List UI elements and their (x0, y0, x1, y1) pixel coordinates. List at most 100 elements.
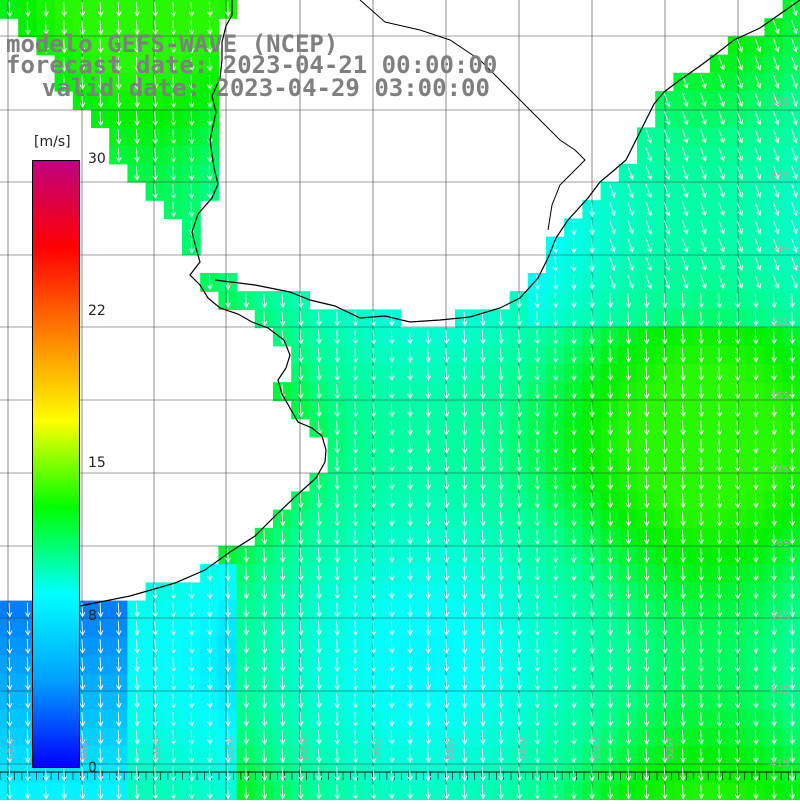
wind-arrow (461, 784, 468, 800)
wind-arrow (698, 657, 705, 673)
wind-arrow (25, 711, 31, 727)
wind-arrow (225, 784, 231, 800)
wind-arrow (407, 748, 413, 764)
wind-arrow (370, 657, 377, 673)
wind-arrow (753, 711, 759, 727)
wind-arrow (298, 693, 304, 709)
wind-arrow (425, 693, 432, 709)
wind-arrow (225, 657, 231, 673)
wind-arrow (534, 602, 541, 618)
wind-arrow (97, 730, 104, 746)
wind-arrow (334, 784, 341, 800)
wind-arrow (425, 384, 432, 400)
wind-arrow (645, 129, 653, 144)
wind-arrow (736, 111, 744, 126)
model-title: modelo GEFS-WAVE (NCEP) (6, 30, 339, 58)
wind-arrow (663, 92, 671, 108)
wind-arrow (188, 20, 195, 36)
wind-arrow (791, 202, 798, 217)
wind-arrow (552, 511, 559, 527)
wind-arrow (516, 548, 523, 564)
wind-arrow (261, 784, 268, 800)
latitude-labels: 32S 33S 34S 35S 36S 37S 38S 39S 40S 41S (770, 97, 789, 770)
wind-arrow (698, 748, 705, 764)
wind-arrow (188, 93, 195, 109)
wind-arrow (243, 675, 250, 691)
wind-arrow (352, 529, 359, 545)
wind-arrow (736, 220, 744, 235)
wind-arrow (480, 784, 486, 800)
wind-arrow (789, 730, 796, 746)
wind-arrow (134, 602, 140, 618)
wind-arrow (625, 493, 632, 509)
wind-arrow (571, 329, 577, 345)
wind-arrow (298, 566, 304, 582)
wind-arrow (134, 93, 140, 109)
wind-arrow (207, 566, 213, 582)
wind-arrow (643, 438, 650, 454)
wind-arrow (334, 511, 341, 527)
wind-arrow (716, 548, 723, 564)
wind-arrow (516, 730, 523, 746)
wind-arrow (116, 693, 122, 709)
wind-arrow (152, 74, 159, 90)
wind-arrow (370, 675, 377, 691)
wind-arrow (771, 620, 777, 636)
wind-arrow (771, 675, 777, 691)
wind-arrow (625, 511, 632, 527)
wind-arrow (298, 711, 304, 727)
wind-arrow (753, 584, 759, 600)
wind-arrow (716, 475, 723, 491)
wind-arrow (552, 457, 559, 473)
wind-arrow (791, 256, 798, 271)
wind-arrow (298, 639, 304, 655)
coastline (79, 0, 327, 607)
wind-arrow (643, 457, 650, 473)
wind-arrow (298, 402, 304, 418)
wind-arrow (407, 639, 413, 655)
wind-arrow (425, 711, 432, 727)
wind-arrow (516, 711, 523, 727)
longitude-label: 60W (79, 737, 90, 760)
wind-arrow (225, 620, 231, 636)
wind-arrow (753, 529, 759, 545)
wind-arrow (207, 675, 213, 691)
latitude-label: 38S (770, 538, 789, 549)
wind-arrow (425, 329, 432, 345)
wind-arrow (79, 711, 86, 727)
wind-arrow (645, 183, 653, 199)
wind-arrow (771, 493, 777, 509)
wind-arrow (589, 620, 595, 636)
wind-arrow (791, 92, 798, 108)
wind-arrow (334, 639, 341, 655)
wind-arrow (625, 584, 632, 600)
wind-arrow (443, 420, 450, 436)
wind-arrow (334, 748, 341, 764)
wind-arrow (552, 711, 559, 727)
wind-arrow (498, 475, 504, 491)
wind-arrow (516, 384, 523, 400)
wind-arrow (207, 620, 213, 636)
wind-arrow (753, 420, 759, 436)
wind-arrow (589, 693, 595, 709)
wind-arrow (61, 38, 68, 54)
wind-arrow (480, 584, 486, 600)
wind-arrow (425, 748, 432, 764)
wind-arrow (645, 274, 653, 290)
wind-arrow (389, 766, 395, 782)
wind-arrow (571, 438, 577, 454)
wind-arrow (771, 639, 777, 655)
wind-arrow (370, 693, 377, 709)
coastline-river (214, 0, 800, 323)
wind-arrow (534, 293, 541, 309)
wind-arrow (243, 711, 250, 727)
wind-arrow (6, 2, 13, 18)
wind-speed-cell (782, 400, 800, 420)
wind-arrow (207, 38, 213, 54)
wind-arrow (352, 730, 359, 746)
wind-arrow (498, 548, 504, 564)
wind-arrow (589, 256, 595, 272)
wind-arrow (734, 675, 741, 691)
wind-arrow (116, 74, 122, 90)
wind-arrow (425, 639, 432, 655)
